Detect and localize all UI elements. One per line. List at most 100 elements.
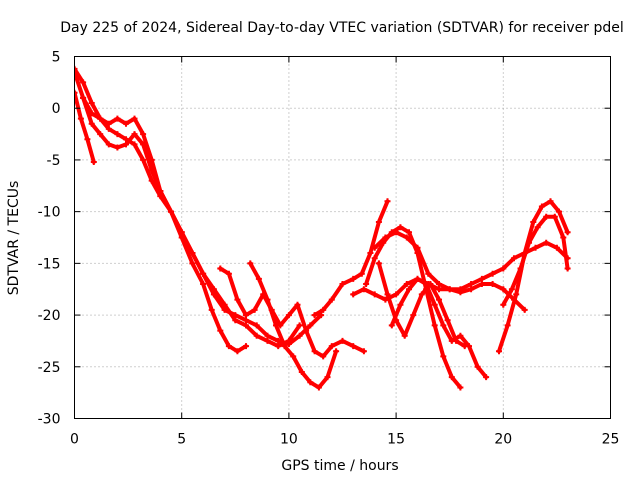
data-point <box>403 281 410 287</box>
data-point <box>500 286 507 293</box>
data-point <box>148 156 155 163</box>
data-point <box>275 337 282 344</box>
x-axis-label: GPS time / hours <box>281 458 398 474</box>
data-point <box>114 144 121 151</box>
data-point <box>290 353 297 360</box>
data-point <box>217 327 224 334</box>
data-point <box>148 177 155 184</box>
data-point <box>446 286 453 293</box>
data-point <box>406 229 412 236</box>
data-point <box>560 234 567 241</box>
data-point <box>382 234 389 241</box>
data-point <box>140 156 147 163</box>
data-point <box>483 374 490 381</box>
data-point <box>513 291 520 298</box>
data-point <box>311 348 318 355</box>
data-point <box>508 286 515 293</box>
data-point <box>208 306 215 313</box>
data-point <box>397 301 404 308</box>
data-point <box>436 296 442 303</box>
data-point <box>489 270 496 277</box>
data-point <box>88 100 95 106</box>
series-track-j <box>389 276 489 380</box>
data-point <box>393 229 400 236</box>
data-point <box>307 379 314 386</box>
x-tick-label: 0 <box>70 432 79 448</box>
data-point <box>303 327 310 334</box>
x-tick-label: 20 <box>494 432 512 448</box>
data-point <box>88 120 95 127</box>
data-point <box>90 159 97 165</box>
data-series-group <box>74 65 571 391</box>
data-point <box>500 301 507 308</box>
data-point <box>375 219 382 225</box>
data-point <box>80 94 87 101</box>
data-point <box>200 281 207 287</box>
data-point <box>444 317 451 324</box>
data-point <box>425 270 432 277</box>
data-point <box>168 208 174 215</box>
y-tick-label: -20 <box>38 308 61 324</box>
data-point <box>243 343 249 350</box>
y-axis-label: SDTVAR / TECUs <box>6 181 22 296</box>
data-point <box>328 296 335 303</box>
data-point <box>358 270 365 277</box>
data-point <box>339 281 346 287</box>
data-point <box>547 198 554 205</box>
x-tick-label: 10 <box>280 432 298 448</box>
data-point <box>532 244 539 251</box>
data-point <box>210 291 217 298</box>
y-tick-label: -5 <box>47 153 61 169</box>
data-point <box>350 275 357 282</box>
data-point <box>556 208 562 215</box>
data-point <box>88 110 95 117</box>
data-point <box>418 291 425 298</box>
data-point <box>296 322 303 329</box>
data-point <box>264 337 271 344</box>
data-point <box>243 322 249 329</box>
data-point <box>457 286 464 293</box>
data-point <box>538 203 545 210</box>
data-point <box>247 260 254 267</box>
data-point <box>360 348 367 355</box>
data-point <box>298 369 305 375</box>
data-point <box>350 291 357 298</box>
data-point <box>320 306 327 313</box>
data-point <box>97 131 104 138</box>
data-point <box>255 275 262 282</box>
y-tick-label: -15 <box>38 256 61 272</box>
data-point <box>307 322 314 329</box>
data-point <box>403 234 410 241</box>
data-point <box>275 343 282 350</box>
data-point <box>543 239 550 246</box>
data-point <box>543 213 550 220</box>
data-point <box>189 260 196 267</box>
data-point <box>517 265 524 272</box>
data-point <box>225 343 232 350</box>
data-point <box>431 322 438 329</box>
data-point <box>436 281 442 287</box>
data-point <box>363 281 370 287</box>
x-tick-label: 15 <box>387 432 405 448</box>
data-point <box>371 255 378 262</box>
chart-title: Day 225 of 2024, Sidereal Day-to-day VTE… <box>60 20 624 36</box>
data-point <box>234 348 241 355</box>
data-point <box>397 224 404 231</box>
data-point <box>315 384 322 391</box>
data-point <box>285 312 292 319</box>
data-point <box>77 115 84 122</box>
data-point <box>105 141 112 148</box>
data-point <box>457 332 464 339</box>
data-point <box>114 115 121 122</box>
data-point <box>496 348 502 355</box>
data-point <box>84 136 91 143</box>
data-point <box>324 374 331 381</box>
data-point <box>253 332 260 339</box>
plot-frame <box>74 56 611 419</box>
data-point <box>526 239 532 246</box>
data-point <box>461 343 468 350</box>
data-point <box>251 306 258 313</box>
y-tick-label: -10 <box>38 205 61 221</box>
data-point <box>384 291 391 298</box>
